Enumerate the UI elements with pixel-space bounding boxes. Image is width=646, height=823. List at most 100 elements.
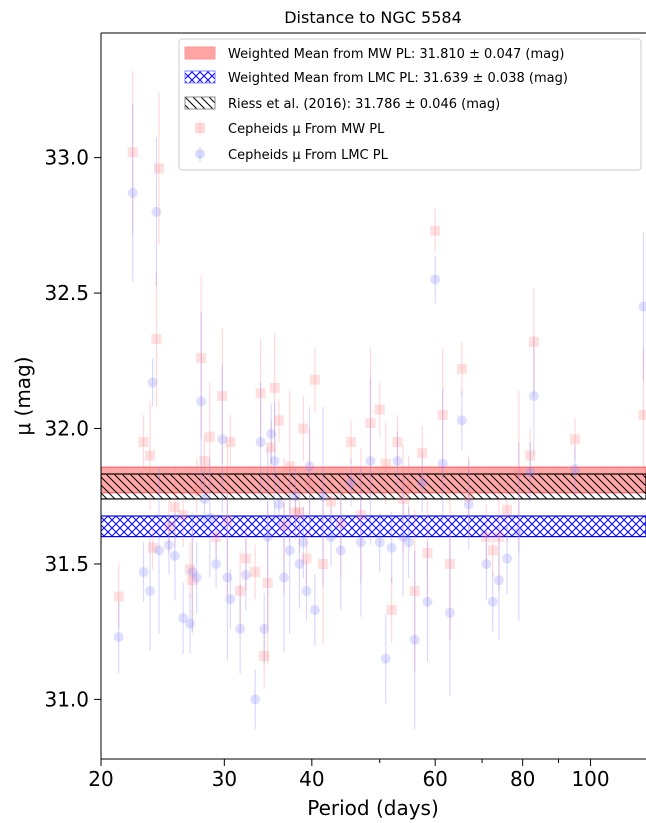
point-lmc-40: [346, 477, 357, 488]
point-mw-0: [113, 591, 124, 602]
point-mw-56: [463, 491, 474, 502]
point-lmc-43: [374, 537, 385, 548]
point-lmc-46: [392, 456, 403, 467]
point-mw-43: [374, 404, 385, 415]
legend-label-band-0: Weighted Mean from MW PL: 31.810 ± 0.047…: [228, 47, 564, 62]
point-lmc-32: [294, 558, 305, 569]
point-mw-39: [335, 518, 346, 529]
point-mw-3: [145, 450, 156, 461]
point-mw-30: [284, 461, 295, 472]
point-mw-4: [147, 542, 158, 553]
chart-title: Distance to NGC 5584: [284, 8, 462, 27]
x-tick-label-1: 30: [212, 767, 237, 791]
point-lmc-53: [437, 458, 448, 469]
point-mw-63: [528, 336, 539, 347]
point-mw-10: [185, 564, 196, 575]
point-lmc-36: [309, 605, 320, 616]
point-mw-57: [481, 531, 492, 542]
point-mw-55: [456, 363, 467, 374]
point-lmc-14: [199, 493, 210, 504]
point-mw-23: [255, 388, 266, 399]
point-mw-40: [346, 437, 357, 448]
point-mw-6: [153, 163, 164, 174]
legend-swatch-mw: [195, 123, 205, 133]
point-mw-44: [380, 458, 391, 469]
legend-swatch-band-1: [184, 70, 216, 84]
x-tick-label-0: 20: [88, 767, 113, 791]
point-lmc-25: [262, 531, 273, 542]
y-axis-ticks: 31.0 31.5 32.0 32.5 33.0: [44, 146, 101, 711]
point-lmc-52: [430, 274, 441, 285]
point-lmc-3: [145, 586, 156, 597]
point-lmc-58: [487, 596, 498, 607]
x-tick-label-5: 100: [571, 767, 609, 791]
band-1: [101, 515, 646, 538]
point-mw-27: [269, 382, 280, 393]
point-lmc-49: [409, 634, 420, 645]
point-mw-50: [417, 447, 428, 458]
point-mw-24: [259, 651, 270, 662]
point-mw-42: [365, 418, 376, 429]
point-mw-14: [199, 456, 210, 467]
point-lmc-60: [502, 553, 513, 564]
point-mw-13: [196, 353, 207, 364]
point-mw-46: [392, 437, 403, 448]
point-mw-33: [298, 423, 309, 434]
point-lmc-54: [445, 607, 456, 618]
point-lmc-41: [355, 537, 366, 548]
legend-label-series-1: Cepheids μ From LMC PL: [228, 148, 389, 163]
point-lmc-21: [240, 569, 251, 580]
point-mw-25: [262, 577, 273, 588]
point-lmc-11: [187, 567, 198, 578]
point-mw-51: [422, 548, 433, 559]
point-mw-15: [204, 431, 215, 442]
point-mw-62: [525, 450, 536, 461]
point-mw-2: [138, 437, 149, 448]
legend-frame: [178, 38, 642, 171]
point-mw-17: [217, 391, 228, 401]
point-mw-11: [187, 575, 198, 586]
point-mw-58: [487, 545, 498, 556]
point-mw-19: [225, 437, 236, 448]
point-lmc-9: [178, 613, 189, 624]
point-mw-21: [240, 553, 251, 564]
point-mw-65: [638, 409, 646, 420]
y-tick-label-1: 31.5: [44, 552, 89, 576]
point-lmc-17: [217, 434, 228, 445]
legend-swatch-band-0: [184, 46, 216, 60]
point-lmc-34: [301, 586, 312, 597]
point-lmc-2: [138, 567, 149, 578]
point-lmc-5: [151, 206, 162, 217]
legend: Weighted Mean from MW PL: 31.810 ± 0.047…: [178, 38, 642, 171]
point-lmc-47: [398, 531, 409, 542]
point-lmc-44: [380, 653, 391, 664]
point-mw-32: [294, 507, 305, 518]
point-mw-36: [309, 374, 320, 385]
point-mw-31: [290, 507, 301, 518]
point-lmc-39: [335, 545, 346, 556]
point-lmc-62: [525, 466, 536, 477]
bands-layer: [101, 466, 646, 538]
point-lmc-0: [113, 632, 124, 643]
point-lmc-30: [284, 545, 295, 556]
point-mw-9: [178, 510, 189, 521]
point-lmc-22: [250, 694, 261, 705]
point-lmc-7: [163, 539, 174, 550]
point-lmc-51: [422, 596, 433, 607]
point-mw-52: [430, 225, 441, 236]
point-lmc-18: [222, 572, 233, 583]
point-mw-22: [250, 567, 261, 578]
x-axis-label: Period (days): [307, 796, 439, 820]
point-lmc-31: [290, 491, 301, 502]
point-lmc-63: [528, 391, 539, 401]
legend-items: Weighted Mean from MW PL: 31.810 ± 0.047…: [184, 46, 568, 163]
point-mw-61: [513, 466, 524, 477]
point-mw-47: [398, 493, 409, 504]
markers-layer: [113, 147, 646, 705]
point-lmc-27: [269, 456, 280, 467]
point-lmc-23: [255, 437, 266, 448]
band-2: [101, 473, 646, 500]
point-mw-12: [191, 485, 202, 496]
point-mw-16: [211, 531, 222, 542]
